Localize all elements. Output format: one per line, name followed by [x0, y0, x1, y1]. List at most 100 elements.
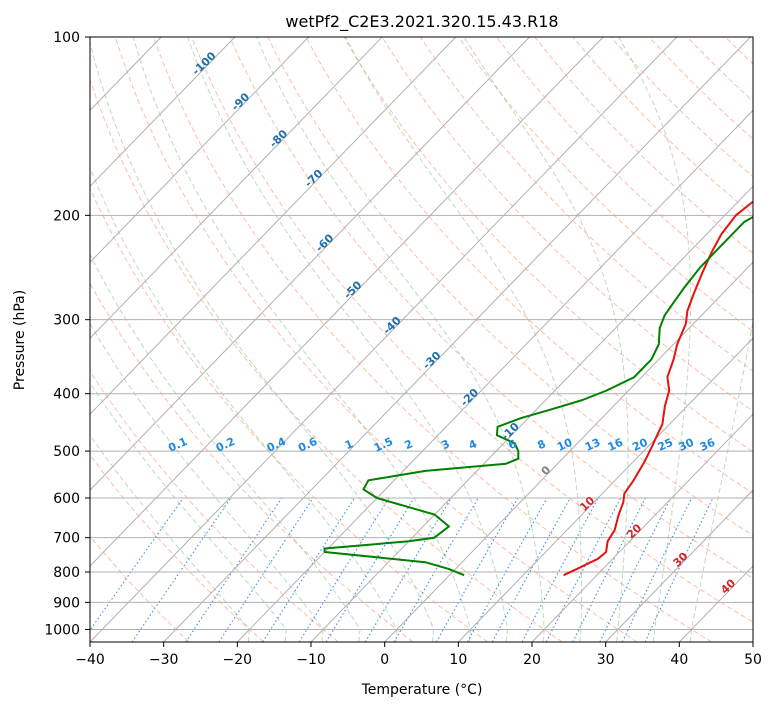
x-tick-label: 40 — [670, 652, 688, 668]
mixing-ratio-label: 13 — [583, 436, 602, 454]
isotherm — [605, 489, 753, 642]
y-tick-label: 600 — [53, 491, 80, 507]
mixing-ratio-label: 36 — [698, 436, 718, 454]
dry-adiabat — [90, 282, 414, 642]
isotherm — [384, 261, 753, 642]
series-layer — [323, 200, 753, 577]
isotherm-label: -70 — [302, 167, 326, 190]
mixing-ratio-line — [644, 497, 714, 642]
x-tick-label: 0 — [380, 652, 389, 668]
isotherm — [163, 37, 751, 642]
x-tick-label: −10 — [296, 652, 326, 668]
dry-adiabat — [90, 535, 190, 642]
x-tick-label: −40 — [75, 652, 105, 668]
isotherm-label: -90 — [229, 90, 253, 113]
isotherm-label: -50 — [341, 278, 365, 301]
moist-adiabat — [463, 37, 629, 642]
y-axis: 100 200 300 400 500 600 700 800 900 1000 — [44, 30, 90, 638]
isotherm-label: -80 — [267, 127, 291, 150]
isotherm-label: 20 — [624, 521, 644, 541]
isotherm-label: 30 — [671, 549, 691, 569]
dry-adiabat — [114, 37, 638, 642]
isotherm — [90, 37, 236, 188]
mixing-ratio-label: 10 — [555, 436, 575, 454]
dry-adiabat — [686, 37, 753, 103]
grid-lines — [90, 37, 753, 642]
moist-adiabat — [187, 37, 508, 642]
y-tick-label: 700 — [53, 531, 80, 547]
dry-adiabat — [457, 37, 753, 332]
mixing-ratio-line — [491, 497, 571, 642]
y-tick-label: 1000 — [44, 622, 80, 638]
mixing-ratio-line — [131, 497, 232, 642]
x-tick-label: 10 — [449, 652, 467, 668]
moist-adiabat — [90, 381, 287, 642]
moist-adiabat — [90, 40, 435, 642]
mixing-ratio-line — [572, 497, 646, 642]
plot-frame — [89, 36, 754, 643]
mixing-ratio-label: 20 — [630, 436, 650, 454]
x-tick-label: −30 — [149, 652, 179, 668]
isotherm-label: -30 — [420, 349, 444, 372]
temperature-profile — [563, 200, 753, 577]
isotherm — [752, 641, 753, 642]
mixing-ratio-label: 3 — [440, 437, 452, 452]
isotherm-label: 10 — [577, 494, 597, 514]
background-lines — [90, 37, 753, 642]
dry-adiabat — [343, 37, 753, 453]
moist-adiabat — [90, 322, 324, 642]
isotherm — [90, 37, 678, 642]
mixing-ratio-label: 30 — [677, 436, 697, 454]
y-tick-label: 400 — [53, 387, 80, 403]
x-tick-label: 30 — [597, 652, 615, 668]
mixing-ratio-line — [185, 497, 283, 642]
mixing-ratio-line — [599, 497, 672, 642]
mixing-ratio-label: 1 — [343, 437, 355, 452]
mixing-ratio-label: 2 — [403, 437, 415, 452]
dry-adiabat — [572, 37, 753, 216]
x-axis: −40 −30 −20 −10 0 10 20 30 40 50 — [75, 642, 762, 668]
dry-adiabat — [191, 37, 753, 623]
mixing-ratio-line — [521, 497, 599, 642]
x-tick-label: 20 — [523, 652, 541, 668]
dry-adiabat — [90, 77, 563, 642]
mixing-ratio-label: 0.1 — [166, 435, 189, 455]
x-axis-label: Temperature (°C) — [361, 682, 483, 698]
mixing-ratio-label: 8 — [535, 437, 547, 452]
isotherm — [531, 413, 753, 642]
mixing-ratio-label: 4 — [467, 437, 480, 452]
y-tick-label: 500 — [53, 444, 80, 460]
mixing-ratio-label: 25 — [656, 436, 675, 454]
dry-adiabat — [648, 37, 753, 140]
isotherm — [90, 37, 309, 263]
y-tick-label: 900 — [53, 595, 80, 611]
chart-title: wetPf2_C2E3.2021.320.15.43.R18 — [285, 12, 558, 32]
moist-adiabat — [132, 37, 472, 642]
moist-adiabat — [256, 37, 545, 642]
dry-adiabat — [229, 37, 753, 579]
y-tick-label: 100 — [53, 30, 80, 46]
isotherm — [90, 37, 457, 415]
x-tick-label: 50 — [744, 652, 762, 668]
dry-adiabat — [534, 37, 753, 254]
mixing-ratio-line — [325, 497, 415, 642]
isotherm — [457, 337, 753, 642]
y-axis-label: Pressure (hPa) — [12, 290, 28, 390]
moist-adiabat — [90, 253, 361, 642]
y-tick-label: 800 — [53, 565, 80, 581]
mixing-ratio-label: 0.4 — [265, 435, 288, 455]
isotherm-label: -20 — [458, 386, 482, 409]
dry-adiabat — [419, 37, 753, 372]
dry-adiabat — [496, 37, 753, 293]
isotherm — [310, 185, 753, 642]
dry-adiabat — [267, 37, 753, 537]
mixing-ratio-line — [621, 497, 693, 642]
mixing-ratio-label: 0.2 — [214, 435, 237, 455]
isotherm — [236, 109, 753, 642]
mixing-ratio-label: 16 — [606, 436, 626, 454]
mixing-ratio-line — [364, 497, 452, 642]
moist-adiabat — [90, 434, 251, 642]
moist-adiabat — [689, 318, 753, 642]
dry-adiabat — [90, 454, 264, 642]
